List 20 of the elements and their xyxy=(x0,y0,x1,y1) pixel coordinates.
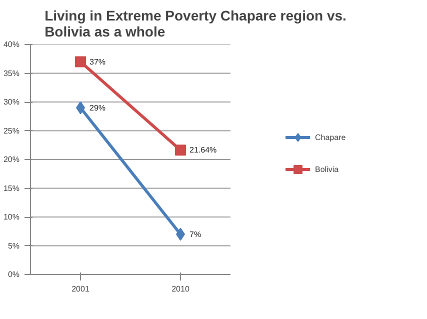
point xyxy=(75,56,86,68)
data-label: 37% xyxy=(90,57,106,66)
data-label: 29% xyxy=(90,103,106,112)
legend-label: Bolivia xyxy=(315,164,339,174)
y-tick-label: 0% xyxy=(8,270,20,279)
y-tick-label: 40% xyxy=(3,40,20,49)
y-tick-label: 15% xyxy=(3,184,20,193)
point xyxy=(175,144,186,156)
x-tick-label: 2010 xyxy=(172,284,190,294)
y-tick-label: 10% xyxy=(3,212,20,222)
x-tick-label: 2001 xyxy=(72,284,90,294)
y-tick-label: 30% xyxy=(3,98,20,106)
data-label: 7% xyxy=(190,230,202,239)
y-tick-label: 5% xyxy=(8,241,20,250)
chart-title: Living in Extreme Poverty Chapare region vs. Bolivia as a whole xyxy=(44,8,346,40)
y-tick-label: 25% xyxy=(3,126,20,136)
data-label: 21.64% xyxy=(190,146,217,155)
y-tick-label: 35% xyxy=(3,68,20,78)
legend-label: Chapare xyxy=(315,132,346,142)
y-tick-label: 20% xyxy=(3,155,20,164)
